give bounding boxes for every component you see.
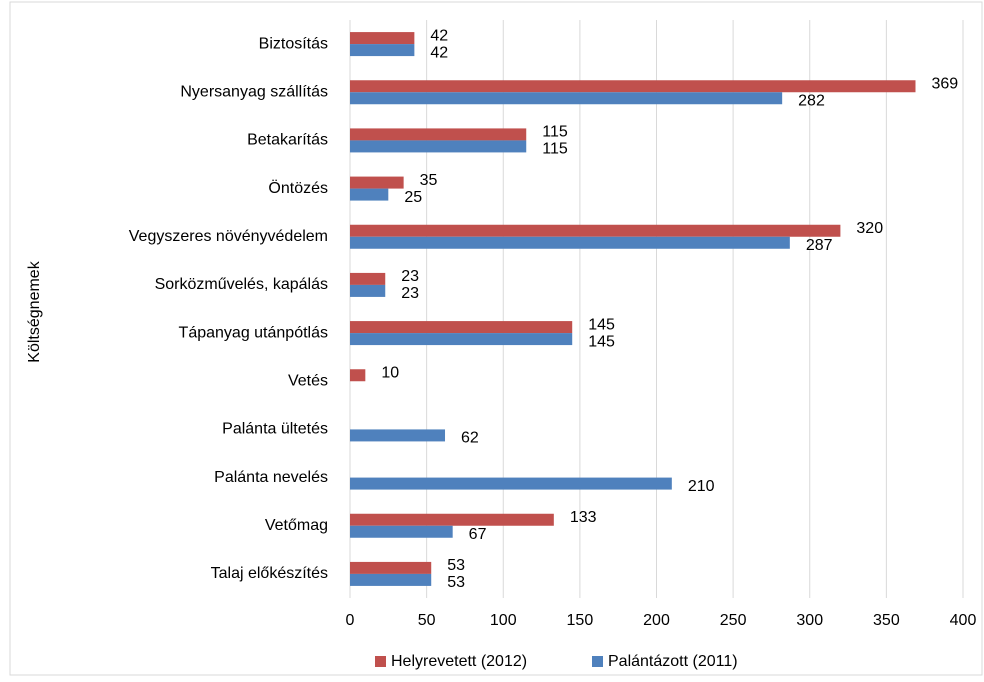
- y-tick-label: Vetőmag: [265, 517, 328, 534]
- data-label: 369: [931, 75, 958, 92]
- bar: [350, 561, 432, 574]
- bar: [350, 321, 573, 334]
- bar: [350, 573, 432, 586]
- data-label: 62: [461, 430, 479, 447]
- bar: [350, 80, 916, 93]
- x-tick-label: 100: [490, 612, 517, 629]
- bar: [350, 369, 366, 382]
- bar: [350, 525, 453, 538]
- y-tick-label: Palánta ültetés: [222, 421, 328, 438]
- bar: [350, 333, 573, 346]
- x-tick-label: 50: [418, 612, 436, 629]
- y-tick-label: Vetés: [288, 372, 328, 389]
- bar: [350, 284, 386, 297]
- y-tick-label: Palánta nevelés: [214, 469, 328, 486]
- data-label: 282: [798, 92, 825, 109]
- bar: [350, 92, 783, 105]
- x-tick-label: 400: [950, 612, 977, 629]
- data-label: 133: [570, 509, 597, 526]
- bar: [350, 44, 415, 57]
- legend-label: Palántázott (2011): [608, 653, 738, 670]
- x-tick-label: 300: [796, 612, 823, 629]
- data-label: 25: [404, 189, 422, 206]
- bar: [350, 32, 415, 45]
- y-tick-label: Biztosítás: [259, 35, 328, 52]
- bar: [350, 236, 790, 249]
- x-tick-label: 350: [873, 612, 900, 629]
- bar: [350, 429, 446, 442]
- data-label: 42: [430, 27, 448, 44]
- x-tick-label: 250: [720, 612, 747, 629]
- data-label: 42: [430, 44, 448, 61]
- bar: [350, 272, 386, 285]
- data-label: 210: [688, 478, 715, 495]
- data-label: 320: [856, 220, 883, 237]
- bar: [350, 513, 554, 526]
- bar: [350, 188, 389, 201]
- data-label: 35: [420, 172, 438, 189]
- bar: [350, 477, 672, 490]
- bar: [350, 140, 527, 153]
- legend-swatch: [375, 656, 386, 667]
- y-tick-label: Sorközművelés, kapálás: [155, 276, 328, 293]
- y-tick-label: Tápanyag utánpótlás: [179, 324, 328, 341]
- legend-label: Helyrevetett (2012): [391, 653, 527, 670]
- data-label: 10: [381, 364, 399, 381]
- data-label: 23: [401, 268, 419, 285]
- y-axis-label: Költségnemek: [26, 260, 43, 362]
- data-label: 53: [447, 574, 465, 591]
- bar: [350, 224, 841, 237]
- data-label: 145: [588, 316, 615, 333]
- data-label: 67: [469, 526, 487, 543]
- data-label: 115: [542, 141, 568, 158]
- y-tick-label: Öntözés: [268, 179, 328, 197]
- legend-swatch: [592, 656, 603, 667]
- data-label: 23: [401, 285, 419, 302]
- data-label: 53: [447, 557, 465, 574]
- data-label: 145: [588, 333, 615, 350]
- x-tick-label: 200: [643, 612, 670, 629]
- bar: [350, 176, 404, 189]
- x-tick-label: 0: [346, 612, 355, 629]
- y-tick-label: Nyersanyag szállítás: [180, 83, 328, 100]
- y-tick-label: Vegyszeres növényvédelem: [129, 228, 328, 245]
- y-tick-label: Talaj előkészítés: [211, 565, 328, 582]
- y-tick-label: Betakarítás: [247, 132, 328, 149]
- data-label: 115: [542, 124, 568, 141]
- bar: [350, 128, 527, 141]
- data-label: 287: [806, 237, 833, 254]
- x-tick-label: 150: [567, 612, 594, 629]
